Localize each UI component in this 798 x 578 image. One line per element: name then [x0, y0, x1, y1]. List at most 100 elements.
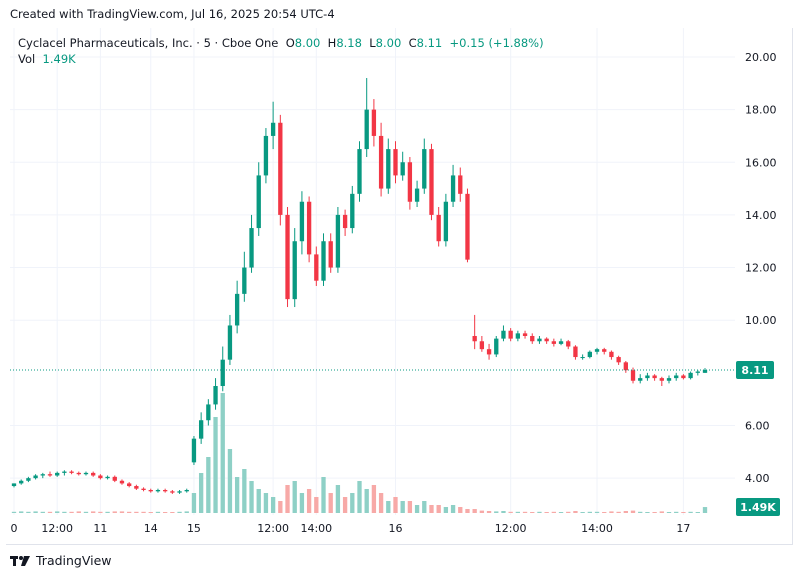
candle-body	[33, 475, 38, 479]
volume-bar	[594, 511, 600, 513]
candle-body	[306, 201, 312, 255]
last-volume-label: 1.49K	[740, 501, 776, 514]
candle-body	[695, 371, 700, 373]
candle-body	[299, 201, 305, 242]
candle-body	[69, 471, 74, 473]
volume-bar	[263, 493, 269, 513]
volume-bar	[177, 511, 182, 513]
candle-body	[162, 489, 168, 492]
volume-value: 1.49K	[42, 52, 76, 66]
candle-body	[465, 193, 470, 260]
volume-bar	[378, 493, 384, 513]
candle-body	[494, 338, 499, 355]
volume-bar	[407, 501, 413, 513]
volume-bar	[522, 511, 528, 513]
symbol-title[interactable]: Cyclacel Pharmaceuticals, Inc. · 5 · Cbo…	[18, 36, 279, 50]
y-tick-label: 4.00	[745, 472, 770, 485]
candle-body	[119, 480, 125, 484]
volume-bar	[508, 511, 513, 513]
high-label: H	[327, 36, 337, 50]
candle-body	[278, 122, 283, 215]
volume-bar	[134, 511, 139, 513]
volume-bar	[458, 507, 463, 513]
candle-body	[393, 149, 398, 176]
candle-body	[458, 175, 463, 194]
volume-bar	[249, 481, 254, 513]
candle-body	[105, 476, 110, 479]
candle-body	[573, 346, 578, 358]
x-tick-label: 17	[676, 522, 690, 535]
volume-bar	[242, 469, 247, 513]
candle-body	[630, 370, 636, 381]
candle-body	[227, 325, 233, 360]
volume-bar	[558, 512, 564, 513]
last-price-badge	[736, 360, 774, 379]
candle-body	[141, 488, 146, 490]
volume-bar	[234, 477, 240, 513]
volume-bar	[191, 493, 197, 513]
candle-body	[40, 474, 45, 476]
candle-body	[184, 489, 189, 492]
price-chart[interactable]: 20.00 18.00 16.00 14.00 12.00 10.00 6.00 4.00 0 1…	[0, 0, 798, 545]
volume-bar	[623, 511, 628, 513]
volume-bar	[292, 481, 297, 513]
volume-bar	[321, 477, 326, 513]
x-tick-label: 14	[144, 522, 158, 535]
candle-body	[335, 214, 341, 268]
candle-body	[76, 472, 81, 475]
volume-bar	[386, 501, 391, 513]
volume-bar	[602, 512, 607, 513]
volume-bar	[11, 511, 17, 513]
credit-text: Created with TradingView.com, Jul 16, 20…	[10, 7, 335, 21]
candle-body	[148, 489, 153, 492]
candle-body	[623, 362, 628, 371]
low-value: 8.00	[375, 36, 402, 50]
volume-bar	[681, 512, 686, 513]
candle-body	[47, 474, 53, 476]
volume-bar	[537, 511, 542, 513]
volume-bar	[299, 493, 305, 513]
x-tick-label: 16	[388, 522, 402, 535]
volume-bar	[33, 511, 38, 513]
volume-bar	[486, 511, 492, 513]
tradingview-brand: TradingView	[36, 553, 112, 568]
volume-bar	[674, 511, 679, 513]
volume-bar	[314, 497, 319, 513]
volume-bar	[328, 493, 333, 513]
volume-bar	[515, 511, 521, 513]
volume-bar	[630, 510, 636, 513]
volume-bar	[26, 511, 31, 513]
last-volume-badge	[736, 498, 780, 516]
volume-bar	[105, 511, 110, 513]
candle-body	[659, 378, 664, 381]
volume-bar	[393, 497, 398, 513]
candle-body	[638, 378, 643, 381]
y-tick-label: 14.00	[745, 209, 777, 222]
volume-bar	[148, 512, 153, 513]
chart-legend: Cyclacel Pharmaceuticals, Inc. · 5 · Cbo…	[18, 35, 544, 67]
candle-body	[609, 351, 614, 358]
candle-body	[249, 228, 254, 268]
volume-bar	[350, 493, 355, 513]
x-tick-label: 11	[93, 522, 107, 535]
volume-bar	[422, 501, 427, 513]
candle-body	[681, 375, 686, 379]
open-label: O	[285, 36, 295, 50]
y-tick-label: 18.00	[745, 104, 777, 117]
candle-body	[321, 241, 326, 281]
y-tick-label: 12.00	[745, 262, 777, 275]
candle-body	[127, 483, 132, 487]
x-tick-label: 0	[11, 522, 18, 535]
volume-bar	[364, 489, 369, 513]
candle-body	[558, 341, 564, 344]
candle-body	[26, 478, 31, 481]
volume-bar	[76, 511, 81, 513]
tradingview-logo[interactable]: TradingView	[10, 553, 112, 568]
volume-bar	[695, 512, 700, 513]
volume-bar	[472, 509, 477, 513]
volume-bar	[580, 512, 585, 513]
candle-body	[292, 241, 297, 300]
candle-body	[537, 338, 542, 342]
volume-bar	[335, 485, 341, 513]
candle-body	[479, 341, 485, 350]
